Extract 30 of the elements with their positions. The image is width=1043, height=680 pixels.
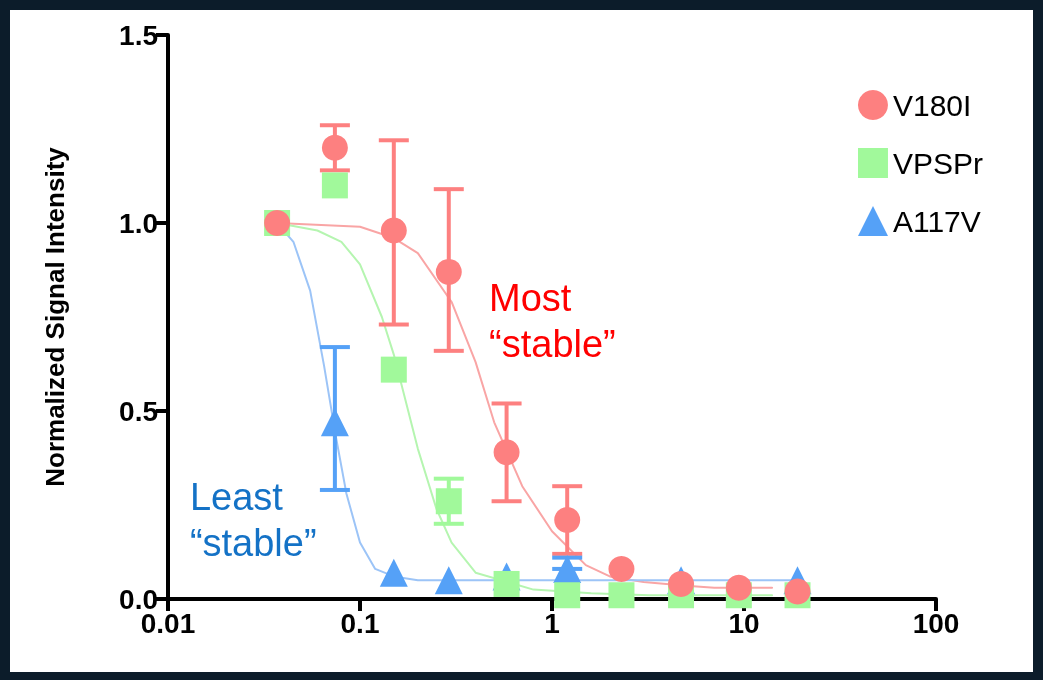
y-tick-label: 0.0	[119, 583, 158, 615]
point	[321, 172, 348, 199]
legend-label: VPSPr	[892, 146, 984, 180]
y-tick-label: 1.5	[119, 19, 158, 51]
point	[435, 258, 462, 285]
point	[554, 507, 581, 534]
point	[380, 356, 407, 383]
point	[668, 570, 695, 597]
point	[493, 439, 520, 466]
point	[725, 574, 752, 601]
legend-label: A117V	[892, 204, 981, 238]
point	[380, 217, 407, 244]
y-axis-title: Normalized Signal Intensity	[40, 146, 70, 487]
point	[434, 566, 463, 595]
point	[553, 554, 582, 583]
annotation: Least “stable”	[189, 476, 317, 565]
point	[493, 570, 520, 597]
x-tick-label: 10	[728, 607, 760, 639]
x-tick-label: 100	[912, 607, 960, 639]
annotation: Most “stable”	[489, 276, 616, 365]
x-tick-label: 0.1	[340, 607, 380, 639]
point	[321, 134, 348, 161]
point	[379, 558, 408, 587]
x-tick-label: 1	[544, 607, 560, 639]
legend-label: V180I	[892, 88, 972, 122]
point	[320, 408, 349, 437]
point	[435, 488, 462, 515]
y-tick-label: 1.0	[119, 207, 158, 239]
y-tick-label: 0.5	[119, 395, 158, 427]
point	[554, 582, 581, 609]
